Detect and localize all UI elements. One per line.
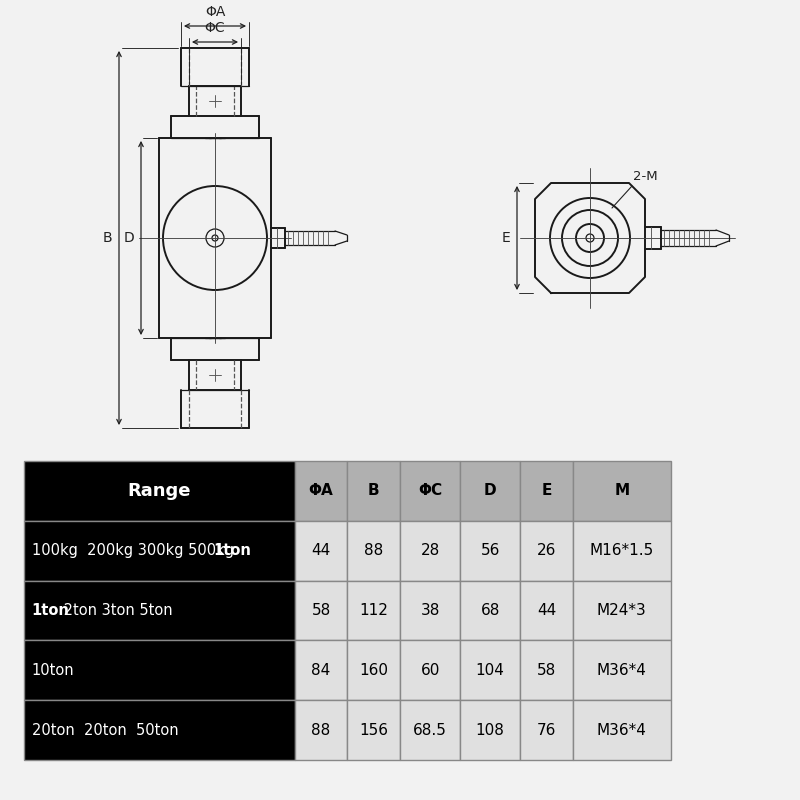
Text: Range: Range <box>128 482 191 500</box>
Text: ΦC: ΦC <box>418 483 442 498</box>
Text: B: B <box>102 231 112 245</box>
Bar <box>460 700 520 760</box>
Text: 68.5: 68.5 <box>413 722 447 738</box>
Text: D: D <box>484 483 497 498</box>
Text: ΦC: ΦC <box>205 21 226 35</box>
Text: ΦA: ΦA <box>205 5 225 19</box>
Bar <box>520 700 573 760</box>
Bar <box>520 581 573 641</box>
Bar <box>520 521 573 581</box>
Text: ΦA: ΦA <box>309 483 334 498</box>
Bar <box>573 521 670 581</box>
Text: 1ton: 1ton <box>31 603 70 618</box>
Text: 58: 58 <box>537 663 556 678</box>
Bar <box>24 521 294 581</box>
Text: D: D <box>123 231 134 245</box>
Text: 10ton: 10ton <box>31 663 74 678</box>
Text: 112: 112 <box>359 603 388 618</box>
Bar <box>573 700 670 760</box>
Text: 108: 108 <box>476 722 505 738</box>
Bar <box>400 641 460 700</box>
Text: M: M <box>614 483 630 498</box>
Bar <box>294 581 347 641</box>
Bar <box>573 581 670 641</box>
Text: 20ton  20ton  50ton: 20ton 20ton 50ton <box>31 722 178 738</box>
Text: 28: 28 <box>421 543 440 558</box>
Bar <box>294 641 347 700</box>
Text: M36*4: M36*4 <box>597 663 646 678</box>
Text: 84: 84 <box>311 663 330 678</box>
Bar <box>573 641 670 700</box>
Bar <box>294 461 347 521</box>
Bar <box>400 700 460 760</box>
Bar <box>347 521 400 581</box>
Bar <box>520 461 573 521</box>
Text: 76: 76 <box>537 722 556 738</box>
Text: M16*1.5: M16*1.5 <box>590 543 654 558</box>
Text: M24*3: M24*3 <box>597 603 646 618</box>
Bar <box>460 641 520 700</box>
Bar <box>573 461 670 521</box>
Bar <box>294 700 347 760</box>
Bar <box>460 521 520 581</box>
Text: 156: 156 <box>359 722 388 738</box>
Text: E: E <box>542 483 552 498</box>
Text: 2ton 3ton 5ton: 2ton 3ton 5ton <box>58 603 172 618</box>
Text: B: B <box>368 483 379 498</box>
Bar <box>400 581 460 641</box>
Text: 104: 104 <box>476 663 505 678</box>
Bar <box>460 461 520 521</box>
Bar <box>347 461 400 521</box>
Text: 56: 56 <box>481 543 500 558</box>
Bar <box>460 581 520 641</box>
Text: M36*4: M36*4 <box>597 722 646 738</box>
Bar <box>24 461 294 521</box>
Text: E: E <box>502 231 510 245</box>
Bar <box>347 581 400 641</box>
Bar <box>347 700 400 760</box>
Text: 160: 160 <box>359 663 388 678</box>
Text: 100kg  200kg 300kg 500kg: 100kg 200kg 300kg 500kg <box>31 543 238 558</box>
Text: 58: 58 <box>311 603 330 618</box>
Bar <box>400 521 460 581</box>
Text: 2-M: 2-M <box>633 170 658 183</box>
Text: 88: 88 <box>311 722 330 738</box>
Text: 38: 38 <box>420 603 440 618</box>
Bar <box>520 641 573 700</box>
Text: 26: 26 <box>537 543 556 558</box>
Text: 60: 60 <box>420 663 440 678</box>
Text: 44: 44 <box>311 543 330 558</box>
Bar <box>294 521 347 581</box>
Text: 1ton: 1ton <box>214 543 251 558</box>
Text: 44: 44 <box>537 603 556 618</box>
Text: 88: 88 <box>364 543 383 558</box>
Text: 68: 68 <box>481 603 500 618</box>
Bar <box>24 581 294 641</box>
Bar <box>400 461 460 521</box>
Bar <box>347 641 400 700</box>
Bar <box>24 700 294 760</box>
Bar <box>24 641 294 700</box>
